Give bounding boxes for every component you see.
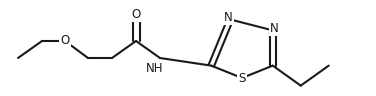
Text: N: N [224, 11, 233, 24]
Text: O: O [61, 34, 70, 48]
Text: S: S [238, 72, 246, 84]
Text: NH: NH [146, 62, 164, 74]
Text: O: O [131, 7, 141, 21]
Text: N: N [270, 22, 279, 35]
